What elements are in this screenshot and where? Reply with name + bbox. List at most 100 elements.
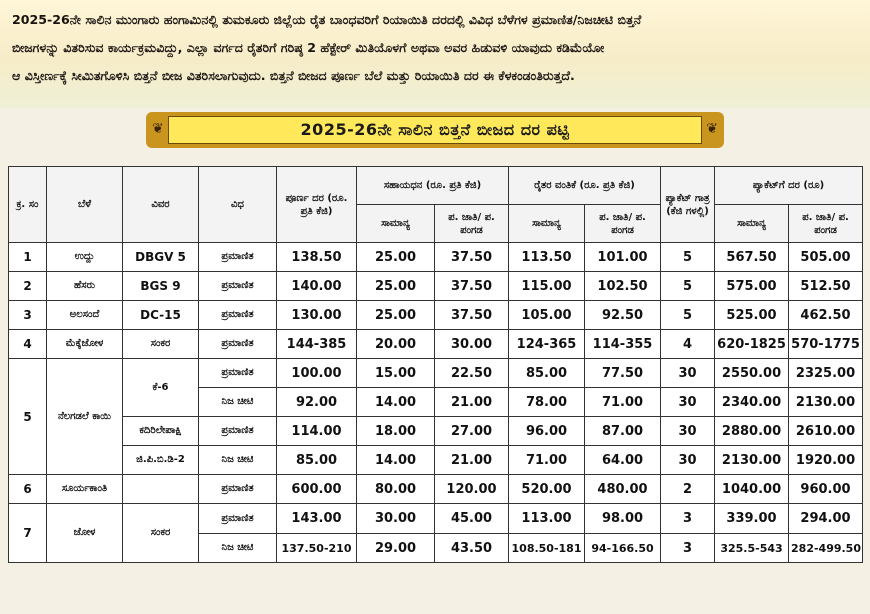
cell-type: ಪ್ರಮಾಣಿತ [198, 503, 277, 534]
table-row: ನಿಜ ಚೀಟಿ 92.00 14.00 21.00 78.00 71.00 3… [9, 387, 864, 417]
cell-packet-scst: 2325.00 [788, 358, 864, 388]
cell-farmer-general: 113.50 [508, 242, 586, 272]
header-packet-scst: ಪ. ಜಾತಿ/ ಪ. ಪಂಗಡ [788, 204, 864, 243]
cell-farmer-general: 115.00 [508, 271, 586, 301]
table-row: ಜಿ.ಪಿ.ಬಿ.ಡಿ-2 ನಿಜ ಚೀಟಿ 85.00 14.00 21.00… [9, 445, 864, 475]
cell-crop: ಸೂರ್ಯಕಾಂತಿ [46, 474, 123, 504]
cell-packet-size: 5 [660, 300, 716, 330]
header-farmer-general: ಸಾಮಾನ್ಯ [508, 204, 586, 243]
header-type: ವಿಧ [198, 166, 277, 243]
header-details: ವಿವರ [122, 166, 199, 243]
banner-plate: 2025-26ನೇ ಸಾಲಿನ ಬಿತ್ತನೆ ಬೀಜದ ದರ ಪಟ್ಟಿ [168, 116, 702, 144]
cell-packet-scst: 462.50 [788, 300, 864, 330]
cell-variety: ಕೆ-6 [122, 358, 199, 417]
cell-crop: ನೆಲಗಡಲೆ ಕಾಯಿ [46, 358, 123, 475]
cell-full-price: 100.00 [276, 358, 357, 388]
cell-farmer-scst: 71.00 [584, 387, 662, 417]
cell-packet-general: 2880.00 [714, 416, 790, 446]
header-packet-general: ಸಾಮಾನ್ಯ [714, 204, 790, 243]
table-body: 1 ಉದ್ದು DBGV 5 ಪ್ರಮಾಣಿತ 138.50 25.00 37.… [8, 242, 864, 563]
cell-sl: 4 [8, 329, 47, 359]
cell-farmer-general: 105.00 [508, 300, 586, 330]
cell-packet-general: 2340.00 [714, 387, 790, 417]
cell-variety [122, 474, 199, 504]
cell-subsidy-scst: 37.50 [433, 242, 510, 272]
table-row: 4 ಮೆಕ್ಕೆಜೋಳ ಸಂಕರ ಪ್ರಮಾಣಿತ 144-385 20.00 … [8, 329, 864, 359]
cell-subsidy-general: 25.00 [356, 242, 435, 272]
cell-farmer-general: 78.00 [508, 387, 586, 417]
cell-farmer-general: 71.00 [508, 445, 586, 475]
cell-variety: ಸಂಕರ [122, 329, 199, 359]
cell-packet-scst: 960.00 [788, 474, 864, 504]
cell-subsidy-scst: 45.00 [433, 503, 510, 534]
cell-type: ನಿಜ ಚೀಟಿ [198, 387, 277, 417]
cell-subsidy-general: 14.00 [356, 445, 435, 475]
cell-packet-scst: 2610.00 [788, 416, 864, 446]
cell-type: ನಿಜ ಚೀಟಿ [198, 445, 277, 475]
cell-packet-size: 3 [660, 503, 716, 534]
table-header: ಕ್ರ. ಸಂ ಬೆಳೆ ವಿವರ ವಿಧ ಪೂರ್ಣ ದರ (ರೂ. ಪ್ರತ… [8, 166, 864, 243]
cell-crop: ಅಲಸಂದೆ [46, 300, 123, 330]
cell-crop: ಹೆಸರು [46, 271, 123, 301]
table-row: 2 ಹೆಸರು BGS 9 ಪ್ರಮಾಣಿತ 140.00 25.00 37.5… [8, 271, 864, 301]
ornament-right-icon: ❦ [706, 121, 718, 137]
notice-line-2: ಬೀಜಗಳನ್ನು ವಿತರಿಸುವ ಕಾರ್ಯಕ್ರಮವಿದ್ದು, ಎಲ್ಲ… [12, 40, 605, 55]
cell-subsidy-scst: 37.50 [433, 300, 510, 330]
cell-crop: ಉದ್ದು [46, 242, 123, 272]
cell-subsidy-general: 18.00 [356, 416, 435, 446]
cell-subsidy-scst: 21.00 [433, 445, 510, 475]
cell-variety: ಕದಿರಿಲೇಪಾಕ್ಷಿ [122, 416, 199, 446]
cell-packet-scst: 294.00 [788, 503, 864, 534]
cell-farmer-scst: 114-355 [584, 329, 662, 359]
header-full-price: ಪೂರ್ಣ ದರ (ರೂ. ಪ್ರತಿ ಕೆಜಿ) [276, 166, 357, 243]
cell-farmer-general: 124-365 [508, 329, 586, 359]
cell-subsidy-general: 80.00 [356, 474, 435, 504]
cell-farmer-general: 108.50-181 [508, 533, 586, 563]
cell-crop: ಜೋಳ [46, 503, 123, 563]
cell-variety: DBGV 5 [122, 242, 199, 272]
cell-full-price: 138.50 [276, 242, 357, 272]
cell-subsidy-general: 14.00 [356, 387, 435, 417]
cell-farmer-scst: 98.00 [584, 503, 662, 534]
cell-farmer-scst: 64.00 [584, 445, 662, 475]
cell-subsidy-scst: 43.50 [433, 533, 510, 563]
cell-packet-scst: 282-499.50 [788, 533, 864, 563]
cell-type: ಪ್ರಮಾಣಿತ [198, 329, 277, 359]
cell-packet-scst: 1920.00 [788, 445, 864, 475]
cell-sl: 5 [8, 358, 47, 475]
banner-title: 2025-26ನೇ ಸಾಲಿನ ಬಿತ್ತನೆ ಬೀಜದ ದರ ಪಟ್ಟಿ [300, 120, 570, 139]
cell-sl: 2 [8, 271, 47, 301]
cell-sl: 6 [8, 474, 47, 504]
cell-type: ಪ್ರಮಾಣಿತ [198, 271, 277, 301]
cell-packet-size: 30 [660, 358, 716, 388]
cell-packet-general: 575.00 [714, 271, 790, 301]
table-row: ನಿಜ ಚೀಟಿ 137.50-210 29.00 43.50 108.50-1… [9, 533, 864, 563]
cell-type: ಪ್ರಮಾಣಿತ [198, 242, 277, 272]
table-row: 7 ಜೋಳ ಸಂಕರ ಪ್ರಮಾಣಿತ 143.00 30.00 45.00 1… [8, 503, 864, 563]
cell-full-price: 600.00 [276, 474, 357, 504]
cell-full-price: 92.00 [276, 387, 357, 417]
header-packet-size: ಪ್ಯಾಕೆಟ್ ಗಾತ್ರ (ಕೆಜಿ ಗಳಲ್ಲಿ) [660, 166, 716, 243]
cell-packet-size: 30 [660, 416, 716, 446]
table-row: 1 ಉದ್ದು DBGV 5 ಪ್ರಮಾಣಿತ 138.50 25.00 37.… [8, 242, 864, 272]
cell-packet-scst: 505.00 [788, 242, 864, 272]
cell-farmer-general: 96.00 [508, 416, 586, 446]
cell-full-price: 140.00 [276, 271, 357, 301]
table-row: ಕದಿರಿಲೇಪಾಕ್ಷಿ ಪ್ರಮಾಣಿತ 114.00 18.00 27.0… [9, 416, 864, 446]
cell-subsidy-general: 29.00 [356, 533, 435, 563]
cell-type: ನಿಜ ಚೀಟಿ [198, 533, 277, 563]
cell-variety: ಸಂಕರ [122, 503, 199, 563]
header-sl: ಕ್ರ. ಸಂ [8, 166, 47, 243]
cell-subsidy-general: 25.00 [356, 300, 435, 330]
ornament-left-icon: ❦ [152, 121, 164, 137]
cell-subsidy-scst: 120.00 [433, 474, 510, 504]
cell-farmer-general: 113.00 [508, 503, 586, 534]
cell-packet-general: 567.50 [714, 242, 790, 272]
cell-variety: DC-15 [122, 300, 199, 330]
header-subsidy: ಸಹಾಯಧನ (ರೂ. ಪ್ರತಿ ಕೆಜಿ) [355, 166, 510, 205]
title-banner: ❦ 2025-26ನೇ ಸಾಲಿನ ಬಿತ್ತನೆ ಬೀಜದ ದರ ಪಟ್ಟಿ … [146, 112, 724, 148]
cell-packet-general: 339.00 [714, 503, 790, 534]
cell-subsidy-general: 20.00 [356, 329, 435, 359]
cell-farmer-scst: 94-166.50 [584, 533, 662, 563]
cell-packet-general: 2130.00 [714, 445, 790, 475]
